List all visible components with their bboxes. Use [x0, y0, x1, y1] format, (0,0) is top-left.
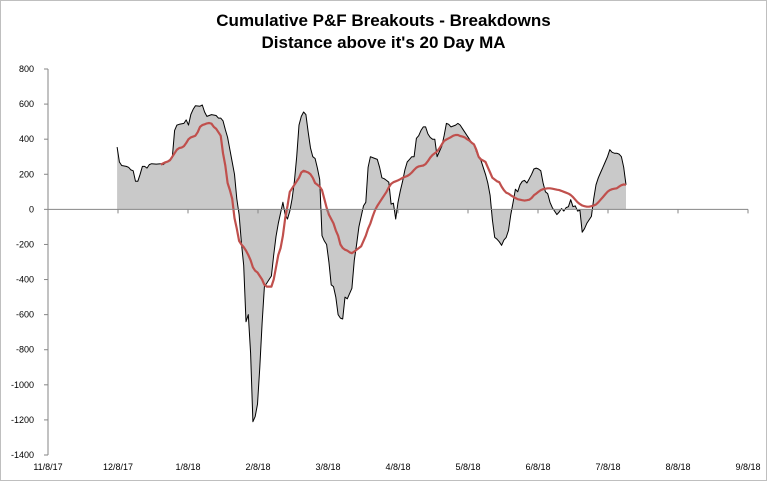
- series-1-line: [160, 121, 627, 288]
- y-tick-label: -200: [16, 239, 34, 249]
- y-tick-label: 400: [19, 134, 34, 144]
- x-tick-label: 3/8/18: [315, 462, 340, 472]
- y-tick-label: -600: [16, 310, 34, 320]
- y-tick-label: -400: [16, 275, 34, 285]
- y-tick-label: -1200: [11, 415, 34, 425]
- y-tick-label: -1000: [11, 380, 34, 390]
- x-tick-label: 9/8/18: [735, 462, 760, 472]
- x-tick-label: 5/8/18: [455, 462, 480, 472]
- x-tick-label: 2/8/18: [245, 462, 270, 472]
- y-tick-label: 200: [19, 169, 34, 179]
- y-tick-label: -800: [16, 345, 34, 355]
- chart-subtitle: Distance above it's 20 Day MA: [261, 33, 506, 52]
- series-layer: [116, 104, 627, 423]
- y-tick-label: 600: [19, 99, 34, 109]
- y-tick-label: 800: [19, 64, 34, 74]
- x-tick-label: 12/8/17: [103, 462, 133, 472]
- series-0-outline: [116, 104, 627, 423]
- chart-title-block: Cumulative P&F Breakouts - Breakdowns Di…: [0, 10, 767, 54]
- x-tick-label: 7/8/18: [595, 462, 620, 472]
- axis-layer: 800 600 400 200 0 -200 -400 -600 -800 -1000 -1200 -…: [11, 64, 761, 472]
- x-tick-label: 1/8/18: [175, 462, 200, 472]
- x-tick-label: 11/8/17: [33, 462, 62, 472]
- x-tick-label: 4/8/18: [385, 462, 410, 472]
- y-tick-label: 0: [29, 204, 34, 214]
- y-tick-label: -1400: [11, 450, 34, 460]
- x-tick-label: 6/8/18: [525, 462, 550, 472]
- series-0-area: [117, 105, 626, 422]
- chart-title: Cumulative P&F Breakouts - Breakdowns: [216, 11, 551, 30]
- x-tick-label: 8/8/18: [665, 462, 690, 472]
